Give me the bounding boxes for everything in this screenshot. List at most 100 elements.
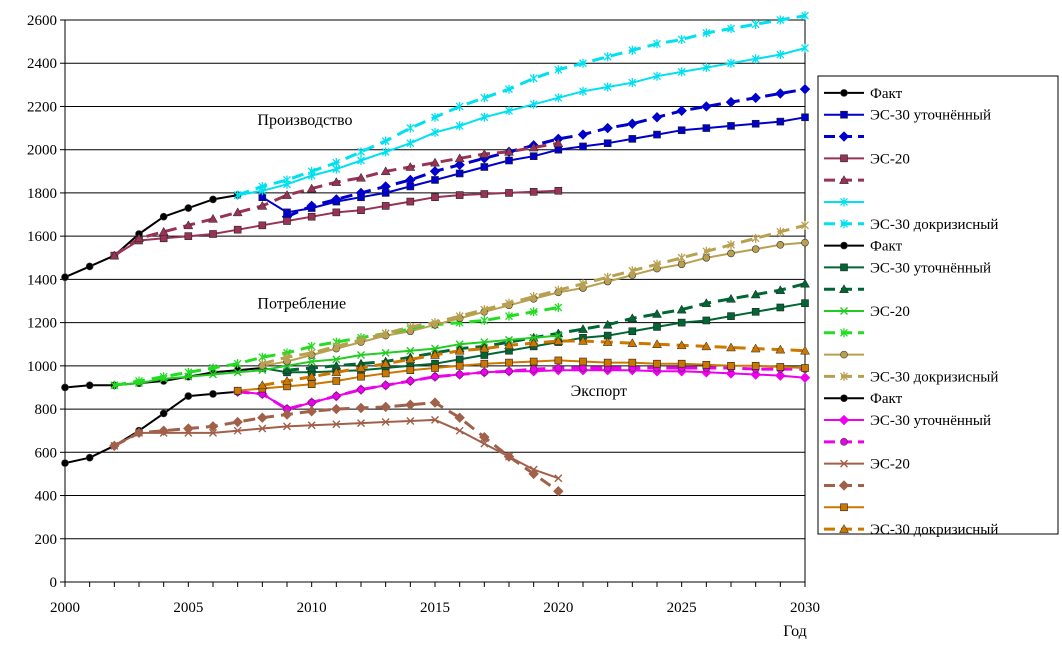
data-point: [479, 343, 490, 353]
data-point: [208, 213, 218, 223]
data-point: [306, 371, 317, 381]
series-line: [237, 359, 806, 392]
data-point: [528, 468, 539, 480]
data-point: [209, 428, 217, 437]
legend-entry: ЭС-30 докризисный: [824, 217, 998, 233]
data-point: [529, 365, 538, 373]
data-point: [306, 406, 317, 417]
data-point: [579, 279, 587, 289]
data-point: [184, 392, 193, 400]
data-point: [603, 139, 612, 148]
data-point: [578, 335, 588, 345]
data-point: [653, 130, 661, 139]
plot-frame: [64, 19, 806, 583]
legend-label: ЭС-30 докризисный: [870, 522, 998, 538]
series-cons-13: [258, 220, 809, 369]
data-point: [702, 124, 711, 132]
legend-entry: Факт: [824, 86, 903, 102]
data-point: [480, 93, 489, 103]
data-point: [406, 138, 415, 148]
data-point: [233, 426, 242, 435]
data-point: [727, 122, 735, 130]
data-point: [677, 67, 686, 77]
series-line: [64, 390, 238, 465]
data-point: [801, 43, 809, 53]
data-point: [357, 385, 365, 394]
series-line: [113, 418, 559, 480]
data-point: [840, 307, 848, 315]
data-point: [405, 354, 416, 364]
data-point: [454, 153, 465, 163]
data-point: [283, 175, 291, 185]
data-point: [406, 197, 415, 206]
data-point: [431, 364, 439, 372]
data-point: [776, 227, 785, 237]
data-point: [357, 206, 365, 215]
legend-entry: [824, 175, 864, 184]
data-point: [380, 181, 391, 192]
x-tick-label: 2000: [50, 600, 80, 616]
data-point: [282, 375, 292, 385]
data-point: [653, 359, 661, 368]
data-point: [431, 344, 439, 353]
data-point: [799, 372, 811, 383]
y-tick-label: 800: [35, 402, 58, 418]
data-point: [627, 118, 638, 129]
data-point: [282, 365, 292, 374]
data-point: [579, 86, 587, 96]
data-point: [840, 241, 848, 250]
data-point: [454, 412, 465, 423]
x-tick-label: 2015: [420, 600, 450, 616]
data-point: [61, 273, 69, 282]
data-point: [677, 359, 686, 368]
data-point: [85, 262, 94, 271]
data-point: [331, 194, 342, 205]
data-point: [455, 169, 464, 178]
legend-entry: ЭС-30 докризисный: [824, 522, 998, 538]
data-point: [840, 371, 848, 381]
legend-label: ЭС-30 докризисный: [870, 217, 998, 233]
data-point: [750, 343, 761, 353]
data-point: [554, 364, 563, 372]
data-point: [61, 459, 69, 467]
data-point: [429, 397, 441, 408]
data-point: [455, 191, 464, 199]
data-point: [307, 398, 316, 407]
data-point: [307, 348, 316, 358]
data-point: [431, 112, 439, 122]
data-point: [652, 308, 662, 318]
data-point: [840, 263, 848, 272]
data-point: [603, 272, 612, 282]
data-point: [702, 316, 711, 325]
data-point: [840, 89, 848, 97]
data-point: [839, 524, 849, 533]
data-point: [505, 311, 513, 321]
y-tick-label: 600: [35, 445, 58, 461]
data-point: [109, 250, 120, 260]
series-line: [286, 282, 806, 372]
data-point: [332, 392, 341, 400]
data-point: [381, 348, 390, 357]
data-point: [628, 135, 637, 143]
data-point: [133, 427, 145, 439]
data-point: [603, 52, 612, 62]
data-point: [480, 439, 489, 448]
data-point: [332, 355, 341, 364]
data-point: [357, 351, 365, 360]
data-point: [357, 156, 365, 165]
data-point: [840, 438, 848, 446]
data-point: [431, 127, 439, 137]
data-point: [751, 308, 760, 316]
data-point: [676, 304, 687, 314]
data-point: [750, 92, 761, 104]
data-point: [726, 293, 736, 303]
axes: 0 200 400 600 800 1000 1200 1400 1600 1800 2000 220…: [27, 13, 820, 616]
data-point: [455, 355, 464, 364]
data-point: [653, 259, 661, 269]
data-point: [505, 156, 513, 165]
data-point: [577, 129, 589, 140]
data-point: [505, 84, 513, 94]
data-point: [357, 335, 365, 345]
legend-label: ЭС-20: [870, 304, 910, 320]
